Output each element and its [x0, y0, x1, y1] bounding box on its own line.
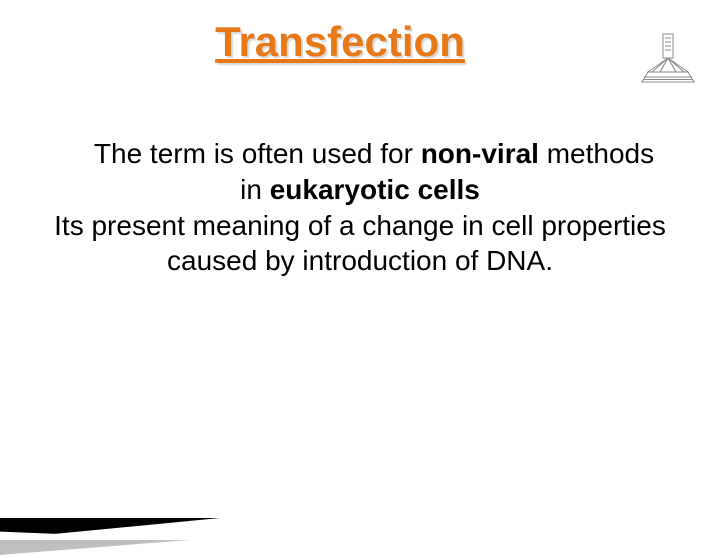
- body-part-1: The term is often used for: [94, 138, 421, 169]
- slide-title: Transfection: [0, 18, 720, 66]
- body-bold-1: non-viral: [421, 138, 539, 169]
- body-text: The term is often used for non-viral met…: [0, 136, 720, 279]
- institution-logo-icon: [638, 32, 698, 86]
- body-bold-2: eukaryotic cells: [270, 174, 480, 205]
- corner-decoration-icon: [0, 468, 260, 558]
- title-text: Transfection: [215, 18, 465, 65]
- body-part-3: Its present meaning of a change in cell …: [54, 210, 666, 277]
